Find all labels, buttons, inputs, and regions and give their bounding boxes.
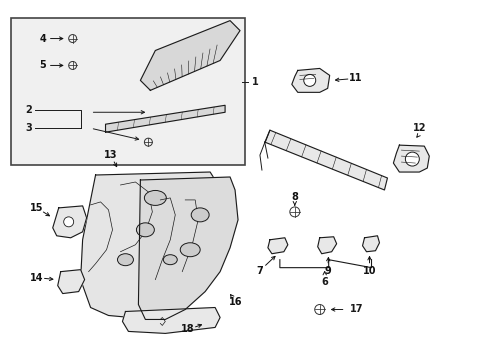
- Polygon shape: [105, 105, 224, 132]
- Polygon shape: [291, 68, 329, 92]
- Text: 14: 14: [30, 273, 43, 283]
- Circle shape: [303, 75, 315, 86]
- Polygon shape: [140, 21, 240, 90]
- Text: 5: 5: [40, 60, 46, 71]
- Polygon shape: [264, 130, 386, 190]
- Text: 18: 18: [181, 324, 195, 334]
- Ellipse shape: [117, 254, 133, 266]
- Polygon shape: [267, 238, 287, 254]
- Polygon shape: [122, 307, 220, 333]
- Text: 15: 15: [30, 203, 43, 213]
- Ellipse shape: [163, 255, 177, 265]
- Text: 12: 12: [412, 123, 425, 133]
- Polygon shape: [58, 270, 84, 293]
- Text: 1: 1: [251, 77, 258, 87]
- Text: 2: 2: [25, 105, 32, 115]
- Circle shape: [63, 217, 74, 227]
- Polygon shape: [138, 177, 238, 319]
- Text: 17: 17: [349, 305, 363, 315]
- Text: 8: 8: [291, 192, 298, 202]
- Text: 3: 3: [25, 123, 32, 133]
- Text: 9: 9: [324, 266, 330, 276]
- Ellipse shape: [136, 223, 154, 237]
- Text: 10: 10: [362, 266, 375, 276]
- Polygon shape: [362, 236, 379, 252]
- Bar: [11, 18, 244, 165]
- Text: 16: 16: [229, 297, 242, 306]
- Polygon shape: [53, 206, 86, 238]
- Circle shape: [405, 152, 419, 166]
- Text: 6: 6: [321, 276, 327, 287]
- Ellipse shape: [144, 190, 166, 206]
- Polygon shape: [81, 172, 220, 318]
- Text: 11: 11: [348, 73, 362, 84]
- Ellipse shape: [191, 208, 209, 222]
- Text: 7: 7: [256, 266, 263, 276]
- Ellipse shape: [180, 243, 200, 257]
- Polygon shape: [317, 237, 336, 254]
- Polygon shape: [393, 145, 428, 172]
- Text: 13: 13: [103, 150, 117, 160]
- Text: 4: 4: [40, 33, 46, 44]
